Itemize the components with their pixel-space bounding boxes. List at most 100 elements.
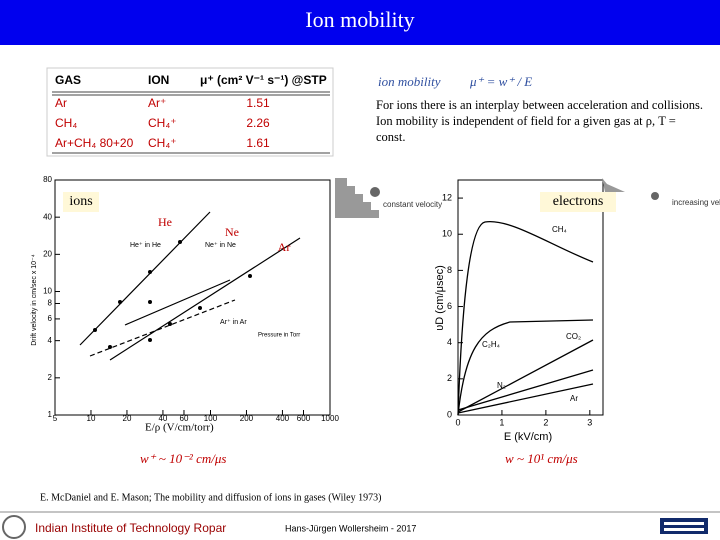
table-cell: 1.51 bbox=[246, 96, 270, 110]
curve-label: Ar bbox=[570, 394, 578, 403]
x-tick-label: 20 bbox=[123, 414, 132, 423]
table-cell: Ar+CH₄ 80+20 bbox=[55, 136, 134, 150]
left-plot bbox=[40, 178, 336, 422]
y-tick-label: 2 bbox=[447, 373, 452, 383]
ar-curve-2 bbox=[124, 279, 231, 326]
legend-title: Pressure in Torr bbox=[258, 333, 300, 339]
table-cell: 1.61 bbox=[246, 136, 270, 150]
electrons-label: electrons bbox=[553, 194, 604, 209]
x-tick-label: 60 bbox=[180, 414, 189, 423]
title: Ion mobility bbox=[305, 7, 414, 32]
c2h4-curve bbox=[457, 319, 594, 416]
table-cell: CH₄⁺ bbox=[148, 136, 177, 150]
x-tick-label: 40 bbox=[158, 414, 167, 423]
y-tick-label: 6 bbox=[447, 301, 452, 311]
table-cell: CH₄ bbox=[55, 116, 77, 130]
reference: E. McDaniel and E. Mason; The mobility a… bbox=[40, 492, 381, 503]
x-tick-label: 100 bbox=[204, 414, 218, 423]
title-bar bbox=[0, 0, 720, 45]
y-tick-label: 10 bbox=[442, 229, 452, 239]
y-tick-label: 20 bbox=[43, 249, 52, 258]
he-curve bbox=[79, 211, 211, 346]
x-tick-label: 200 bbox=[240, 414, 254, 423]
ne-curve bbox=[109, 237, 301, 361]
y-tick-label: 10 bbox=[43, 287, 52, 296]
electron-speed: w ~ 10¹ cm/μs bbox=[505, 451, 578, 466]
table-cell: 2.26 bbox=[246, 116, 270, 130]
author: Hans-Jürgen Wollersheim - 2017 bbox=[285, 523, 416, 533]
table-cell: Ar bbox=[55, 96, 67, 110]
iit-logo bbox=[2, 515, 26, 539]
y-tick-label: 8 bbox=[48, 299, 53, 308]
point bbox=[148, 338, 152, 342]
y-tick-label: 1 bbox=[48, 410, 53, 419]
ball bbox=[370, 187, 380, 197]
gas-label: Ar bbox=[278, 240, 291, 254]
y-tick-label: 6 bbox=[48, 314, 53, 323]
table-header: GAS bbox=[55, 73, 81, 87]
y-tick-label: 0 bbox=[447, 409, 452, 419]
x-tick-label: 400 bbox=[276, 414, 290, 423]
curve-label: Ne⁺ in Ne bbox=[205, 242, 236, 249]
slope bbox=[602, 178, 625, 192]
x-tick-label: 0 bbox=[455, 417, 460, 427]
right-axes bbox=[457, 179, 604, 416]
ar-curve bbox=[457, 383, 594, 414]
point bbox=[148, 300, 152, 304]
curve-label: CH₄ bbox=[552, 225, 567, 234]
x-tick-label: 1 bbox=[499, 417, 504, 427]
ch4-curve bbox=[457, 220, 594, 416]
x-tick-label: 3 bbox=[587, 417, 592, 427]
y-tick-label: 2 bbox=[48, 373, 53, 382]
left-axes bbox=[54, 179, 331, 416]
point bbox=[178, 240, 182, 244]
table-header: ION bbox=[148, 73, 169, 87]
table-header: μ⁺ (cm² V⁻¹ s⁻¹) @STP bbox=[200, 73, 327, 87]
curve-label: He⁺ in He bbox=[130, 242, 161, 249]
electrons-tag bbox=[540, 192, 616, 212]
co2-curve bbox=[457, 339, 594, 413]
point bbox=[118, 300, 122, 304]
table-cell: CH₄⁺ bbox=[148, 116, 177, 130]
curve-label: Ar⁺ in Ar bbox=[220, 319, 247, 326]
point bbox=[108, 345, 112, 349]
institute: Indian Institute of Technology Ropar bbox=[35, 521, 226, 535]
curve-label: C₂H₄ bbox=[482, 340, 500, 349]
y-label: υD (cm/μsec) bbox=[434, 265, 446, 331]
gsi-logo bbox=[660, 518, 708, 534]
curve-label: N₂ bbox=[497, 381, 506, 390]
y-tick-label: 80 bbox=[43, 175, 52, 184]
ions-tag bbox=[63, 192, 99, 212]
x-label: E (kV/cm) bbox=[504, 431, 552, 443]
x-tick-label: 2 bbox=[543, 417, 548, 427]
gas-label: He bbox=[158, 215, 172, 229]
y-tick-label: 4 bbox=[48, 336, 53, 345]
y-tick-label: 40 bbox=[43, 212, 52, 221]
stairs bbox=[335, 178, 379, 218]
table-box bbox=[46, 67, 334, 157]
point bbox=[93, 328, 97, 332]
x-label: E/ρ (V/cm/torr) bbox=[145, 422, 214, 434]
ions-label: ions bbox=[69, 194, 92, 209]
gas-label: Ne bbox=[225, 225, 239, 239]
n2-curve bbox=[457, 369, 594, 411]
inset-label: constant velocity bbox=[383, 200, 442, 209]
point bbox=[148, 270, 152, 274]
ball bbox=[651, 192, 659, 200]
x-tick-label: 5 bbox=[53, 414, 58, 423]
formula-label: ion mobility bbox=[378, 74, 441, 89]
y-tick-label: 12 bbox=[442, 192, 452, 202]
x-tick-label: 600 bbox=[297, 414, 311, 423]
gsi-logo-stripe bbox=[664, 522, 704, 525]
y-label: Drift velocity in cm/sec x 10⁻⁴ bbox=[31, 254, 38, 346]
point bbox=[168, 322, 172, 326]
y-tick-label: 4 bbox=[447, 337, 452, 347]
curve-label: CO₂ bbox=[566, 332, 581, 341]
table-cell: Ar⁺ bbox=[148, 96, 166, 110]
x-tick-label: 10 bbox=[87, 414, 96, 423]
point bbox=[248, 274, 252, 278]
point bbox=[198, 306, 202, 310]
inset-label: increasing velocity bbox=[672, 198, 720, 207]
